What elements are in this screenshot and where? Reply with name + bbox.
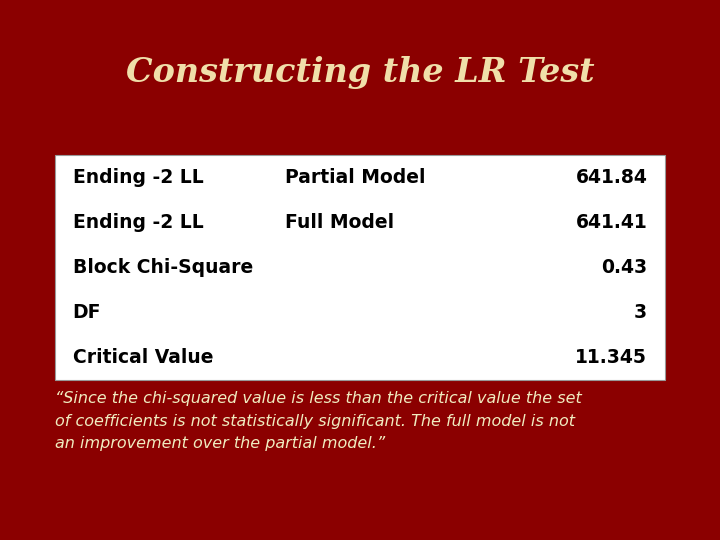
FancyBboxPatch shape — [55, 155, 665, 380]
Text: Critical Value: Critical Value — [73, 348, 213, 367]
Text: “Since the chi-squared value is less than the critical value the set
of coeffici: “Since the chi-squared value is less tha… — [55, 392, 582, 451]
Text: 0.43: 0.43 — [601, 258, 647, 277]
Text: Ending -2 LL: Ending -2 LL — [73, 168, 204, 187]
Text: Full Model: Full Model — [285, 213, 395, 232]
Text: Block Chi-Square: Block Chi-Square — [73, 258, 253, 277]
Text: 11.345: 11.345 — [575, 348, 647, 367]
Text: Constructing the LR Test: Constructing the LR Test — [126, 56, 594, 90]
Text: DF: DF — [73, 303, 102, 322]
Text: 641.41: 641.41 — [575, 213, 647, 232]
Text: 3: 3 — [634, 303, 647, 322]
Text: Partial Model: Partial Model — [285, 168, 426, 187]
Text: 641.84: 641.84 — [575, 168, 647, 187]
Text: Ending -2 LL: Ending -2 LL — [73, 213, 204, 232]
